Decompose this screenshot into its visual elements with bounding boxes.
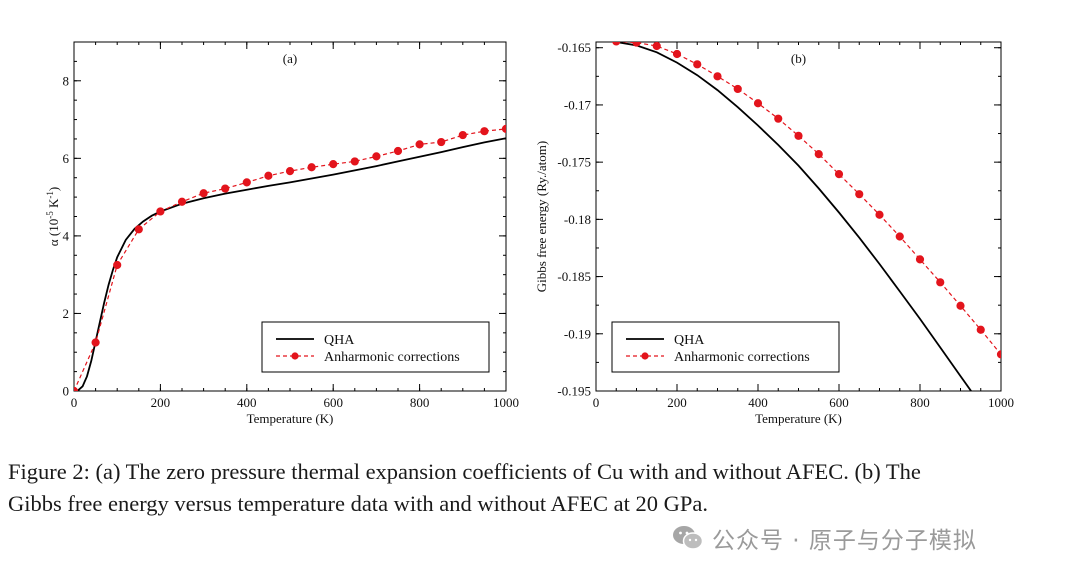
legend-box <box>261 321 490 373</box>
y-axis-label-part: ) <box>46 187 61 191</box>
y-axis-label-superscript: -1 <box>45 191 55 199</box>
panel-label: (b) <box>791 51 806 66</box>
watermark: 公众号 · 原子与分子模拟 <box>672 520 977 556</box>
anharmonic-data-point <box>895 232 904 241</box>
anharmonic-data-point <box>632 42 641 47</box>
y-axis-label-superscript: -5 <box>45 211 55 219</box>
panel-b: 0 200 400 600 800 1000 -0.165 -0.17 -0.175 -0.18 -… <box>534 40 1014 426</box>
x-tick-label: 400 <box>748 395 768 410</box>
anharmonic-data-point <box>834 170 844 179</box>
anharmonic-data-point <box>652 42 661 51</box>
anharmonic-data-point <box>753 99 763 108</box>
anharmonic-data-point <box>956 301 965 310</box>
y-tick-label: -0.185 <box>557 269 591 284</box>
y-axis-label-part: K <box>46 198 61 211</box>
x-tick-label: 0 <box>593 395 600 410</box>
x-tick-label: 1000 <box>988 395 1014 410</box>
caption-line-1: Figure 2: (a) The zero pressure thermal … <box>8 459 921 484</box>
x-tick-label: 0 <box>71 395 78 410</box>
legend-anharmonic-label: Anharmonic corrections <box>674 350 810 365</box>
y-tick-label: 0 <box>63 384 70 399</box>
x-tick-label: 400 <box>237 395 257 410</box>
anharmonic-data-point <box>672 49 682 59</box>
legend-qha-label: QHA <box>324 333 355 348</box>
legend-anharmonic-marker <box>641 352 649 360</box>
plot-series <box>608 42 1001 391</box>
anharmonic-data-point <box>501 124 506 133</box>
legend-anharmonic-label: Anharmonic corrections <box>324 350 460 365</box>
plot-series <box>74 124 506 391</box>
legend-qha-label: QHA <box>674 333 705 348</box>
y-tick-label: 4 <box>63 228 70 243</box>
anharmonic-data-point <box>393 146 403 156</box>
anharmonic-data-point <box>437 137 446 147</box>
anharmonic-data-point <box>307 163 316 172</box>
anharmonic-data-point <box>733 84 742 94</box>
legend: QHA Anharmonic corrections <box>611 321 840 373</box>
anharmonic-series-line <box>616 42 1001 355</box>
x-tick-label: 1000 <box>493 395 519 410</box>
y-tick-label: -0.175 <box>557 155 591 170</box>
anharmonic-data-point <box>693 60 702 69</box>
anharmonic-data-point <box>814 150 823 159</box>
wechat-icon <box>673 526 704 550</box>
anharmonic-data-point <box>242 178 251 187</box>
y-axis-label: Gibbs free energy (Ry./atom) <box>534 141 549 292</box>
anharmonic-data-point <box>774 114 783 123</box>
y-axis-label: α (10-5 K-1) <box>45 187 61 246</box>
y-tick-label: 6 <box>63 151 70 166</box>
anharmonic-data-point <box>177 197 187 206</box>
anharmonic-data-point <box>221 184 230 193</box>
anharmonic-data-point <box>936 278 945 287</box>
y-tick-label: -0.18 <box>564 212 591 227</box>
y-tick-label: -0.17 <box>564 97 592 112</box>
anharmonic-data-point <box>91 338 100 347</box>
anharmonic-data-point <box>794 131 803 140</box>
anharmonic-data-point <box>480 127 489 136</box>
anharmonic-data-point <box>996 350 1001 359</box>
anharmonic-data-point <box>199 189 208 198</box>
x-tick-label: 600 <box>829 395 849 410</box>
anharmonic-data-point <box>976 325 985 334</box>
y-tick-label: -0.165 <box>557 40 591 55</box>
anharmonic-data-point <box>372 152 381 161</box>
anharmonic-data-point <box>113 260 122 270</box>
y-tick-label: 8 <box>63 73 70 88</box>
x-tick-label: 800 <box>910 395 930 410</box>
legend-anharmonic-marker <box>291 352 299 360</box>
anharmonic-data-point <box>264 171 273 180</box>
y-tick-label: 2 <box>63 306 70 321</box>
anharmonic-data-point <box>612 42 621 46</box>
legend: QHA Anharmonic corrections <box>261 321 490 373</box>
figure-caption: Figure 2: (a) The zero pressure thermal … <box>8 456 1073 520</box>
anharmonic-data-point <box>855 190 864 199</box>
anharmonic-data-point <box>350 157 359 166</box>
anharmonic-data-point <box>915 255 925 264</box>
anharmonic-data-point <box>285 167 295 176</box>
anharmonic-data-point <box>713 72 722 81</box>
y-tick-label: -0.19 <box>564 326 591 341</box>
anharmonic-data-point <box>134 225 143 234</box>
x-axis-label: Temperature (K) <box>755 411 842 426</box>
panel-label: (a) <box>283 51 297 66</box>
x-tick-label: 800 <box>410 395 430 410</box>
anharmonic-data-point <box>329 160 338 169</box>
figure-2-charts: 0 200 400 600 800 1000 0 2 4 6 8 (a) Temperature (K)… <box>45 40 1014 426</box>
anharmonic-data-point <box>875 210 884 219</box>
anharmonic-data-point <box>74 386 79 391</box>
y-axis-label-part: α (10 <box>46 219 61 246</box>
y-tick-label: -0.195 <box>557 384 591 399</box>
panel-a: 0 200 400 600 800 1000 0 2 4 6 8 (a) Temperature (K)… <box>45 41 519 426</box>
x-tick-label: 600 <box>323 395 343 410</box>
anharmonic-data-point <box>415 140 424 149</box>
x-tick-label: 200 <box>667 395 687 410</box>
anharmonic-data-point <box>156 207 165 216</box>
watermark-text: 公众号 · 原子与分子模拟 <box>712 528 977 554</box>
x-tick-label: 200 <box>151 395 171 410</box>
qha-series-line <box>608 42 973 391</box>
anharmonic-data-point <box>458 130 467 140</box>
caption-line-2: Gibbs free energy versus temperature dat… <box>8 491 709 516</box>
legend-box <box>611 321 840 373</box>
x-axis-label: Temperature (K) <box>247 411 334 426</box>
